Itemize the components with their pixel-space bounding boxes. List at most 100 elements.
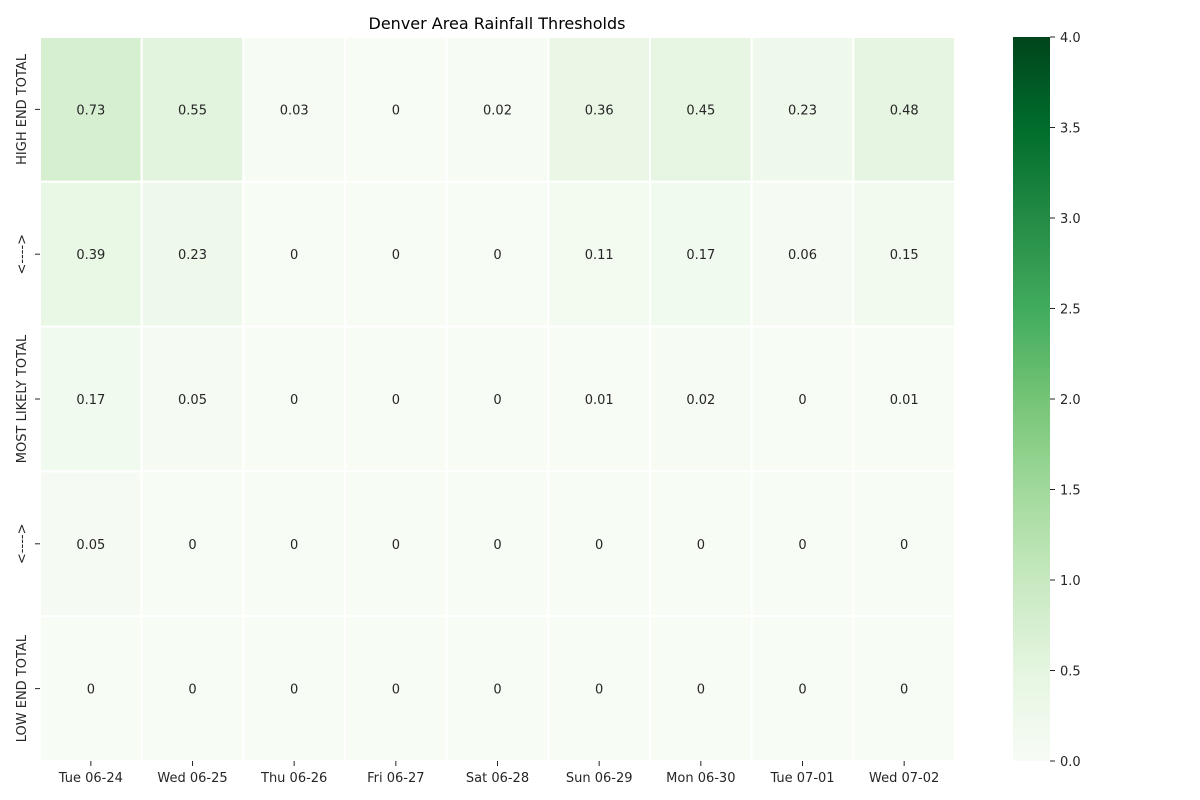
cell-value-label: 0.05 xyxy=(178,393,207,408)
x-tick-label: Thu 06-26 xyxy=(260,771,327,786)
cell-value-label: 0 xyxy=(290,248,298,263)
cell-value-label: 0.05 xyxy=(76,538,105,553)
heatmap-cell xyxy=(140,325,245,473)
heatmap-cell xyxy=(852,615,956,763)
cell-value-label: 0 xyxy=(290,393,298,408)
y-tick-label: HIGH END TOTAL xyxy=(15,53,30,165)
cell-value-label: 0 xyxy=(595,683,603,698)
colorbar-gradient xyxy=(1013,37,1050,761)
heatmap-cell xyxy=(242,36,346,183)
cell-value-label: 0 xyxy=(392,538,400,553)
x-tick-label: Sat 06-28 xyxy=(466,771,529,786)
heatmap-cell xyxy=(649,615,753,763)
cell-value-label: 0.02 xyxy=(686,393,715,408)
heatmap-cell xyxy=(140,36,245,183)
heatmap-cell xyxy=(344,470,448,618)
heatmap-cell xyxy=(445,180,550,328)
cell-value-label: 0 xyxy=(493,248,501,263)
heatmap-cell xyxy=(39,470,143,618)
cell-value-label: 0 xyxy=(900,538,908,553)
y-tick-label: <----> xyxy=(15,234,30,275)
cell-value-label: 0 xyxy=(392,393,400,408)
heatmap-cell xyxy=(649,325,753,473)
cell-value-label: 0.11 xyxy=(585,248,614,263)
cell-value-label: 0 xyxy=(392,103,400,118)
cell-value-label: 0 xyxy=(392,683,400,698)
cell-value-label: 0.02 xyxy=(483,103,512,118)
cell-value-label: 0 xyxy=(697,538,705,553)
cell-value-label: 0.03 xyxy=(280,103,309,118)
cell-value-label: 0.73 xyxy=(76,103,105,118)
cell-value-label: 0 xyxy=(697,683,705,698)
heatmap-cell xyxy=(39,325,143,473)
heatmap-cell xyxy=(242,180,346,328)
cell-value-label: 0 xyxy=(290,683,298,698)
heatmap-cell xyxy=(852,325,956,473)
cell-value-label: 0 xyxy=(595,538,603,553)
colorbar xyxy=(1013,37,1050,761)
heatmap-cell xyxy=(39,180,143,328)
heatmap-cell xyxy=(242,325,346,473)
cell-value-label: 0.23 xyxy=(788,103,817,118)
heatmap-cell xyxy=(445,325,550,473)
y-tick-label: <----> xyxy=(15,524,30,565)
cell-value-label: 0.01 xyxy=(890,393,919,408)
heatmap-cell xyxy=(140,470,245,618)
cell-value-label: 0.55 xyxy=(178,103,207,118)
heatmap-cell xyxy=(547,36,651,183)
x-tick-label: Tue 06-24 xyxy=(58,771,123,786)
cell-value-label: 0 xyxy=(798,683,806,698)
cell-value-label: 0.39 xyxy=(76,248,105,263)
colorbar-tick-label: 4.0 xyxy=(1060,31,1081,46)
x-axis: Tue 06-24 Wed 06-25 Thu 06-26 Fri 06-27 Sat … xyxy=(58,761,939,786)
cell-value-label: 0 xyxy=(188,683,196,698)
heatmap-cells xyxy=(39,36,956,763)
cell-value-label: 0 xyxy=(188,538,196,553)
colorbar-ticks: 0.0 0.5 1.0 1.5 2.0 2.5 3.0 3.5 4.0 xyxy=(1050,31,1081,770)
cell-value-label: 0 xyxy=(900,683,908,698)
cell-labels: 0.73 0.55 0.03 0 0.02 0.36 0.45 0.23 0.48 0.39 0.2… xyxy=(76,103,918,697)
cell-value-label: 0 xyxy=(493,538,501,553)
colorbar-tick-label: 1.5 xyxy=(1060,484,1081,499)
cell-value-label: 0.17 xyxy=(686,248,715,263)
cell-value-label: 0.15 xyxy=(890,248,919,263)
cell-value-label: 0.17 xyxy=(76,393,105,408)
cell-value-label: 0 xyxy=(392,248,400,263)
heatmap-cell xyxy=(344,615,448,763)
cell-value-label: 0.01 xyxy=(585,393,614,408)
cell-value-label: 0.23 xyxy=(178,248,207,263)
heatmap-cell xyxy=(852,470,956,618)
heatmap-cell xyxy=(242,615,346,763)
x-tick-label: Sun 06-29 xyxy=(566,771,633,786)
cell-value-label: 0.48 xyxy=(890,103,919,118)
heatmap-cell xyxy=(649,180,753,328)
y-axis: HIGH END TOTAL <----> MOST LIKELY TOTAL <--… xyxy=(15,53,40,742)
colorbar-tick-label: 2.0 xyxy=(1060,393,1081,408)
cell-value-label: 0.36 xyxy=(585,103,614,118)
heatmap-cell xyxy=(750,180,855,328)
x-tick-label: Wed 06-25 xyxy=(157,771,227,786)
colorbar-tick-label: 2.5 xyxy=(1060,303,1081,318)
heatmap-cell xyxy=(547,615,651,763)
cell-value-label: 0.45 xyxy=(686,103,715,118)
x-tick-label: Tue 07-01 xyxy=(769,771,834,786)
x-tick-label: Fri 06-27 xyxy=(367,771,424,786)
heatmap-cell xyxy=(344,325,448,473)
colorbar-tick-label: 3.0 xyxy=(1060,212,1081,227)
cell-value-label: 0 xyxy=(290,538,298,553)
cell-value-label: 0 xyxy=(87,683,95,698)
cell-value-label: 0 xyxy=(493,393,501,408)
cell-value-label: 0 xyxy=(493,683,501,698)
x-tick-label: Wed 07-02 xyxy=(869,771,939,786)
colorbar-tick-label: 1.0 xyxy=(1060,574,1081,589)
chart-title: Denver Area Rainfall Thresholds xyxy=(369,14,626,33)
y-tick-label: MOST LIKELY TOTAL xyxy=(15,334,30,463)
cell-value-label: 0 xyxy=(798,393,806,408)
heatmap-cell xyxy=(750,36,855,183)
colorbar-tick-label: 0.0 xyxy=(1060,755,1081,770)
heatmap-cell xyxy=(39,36,143,183)
colorbar-tick-label: 3.5 xyxy=(1060,122,1081,137)
y-tick-label: LOW END TOTAL xyxy=(15,634,30,742)
cell-value-label: 0.06 xyxy=(788,248,817,263)
x-tick-label: Mon 06-30 xyxy=(666,771,735,786)
